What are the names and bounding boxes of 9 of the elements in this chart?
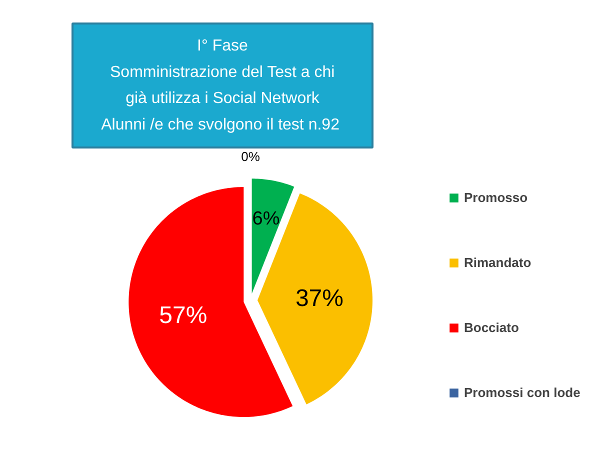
- data-label: 57%: [159, 302, 208, 330]
- legend-label: Promosso: [464, 190, 528, 205]
- legend-label: Promossi con lode: [464, 385, 580, 400]
- data-label: 37%: [295, 284, 344, 312]
- text: 0%: [241, 149, 260, 164]
- legend-label: Bocciato: [464, 320, 519, 335]
- chart-title: I° Fase Somministrazione del Test a chi già utilizza i Social Network Alunni /e che svolgono il test n.92: [101, 37, 340, 134]
- legend-label: Rimandato: [464, 255, 532, 270]
- data-label: 6%: [252, 208, 280, 230]
